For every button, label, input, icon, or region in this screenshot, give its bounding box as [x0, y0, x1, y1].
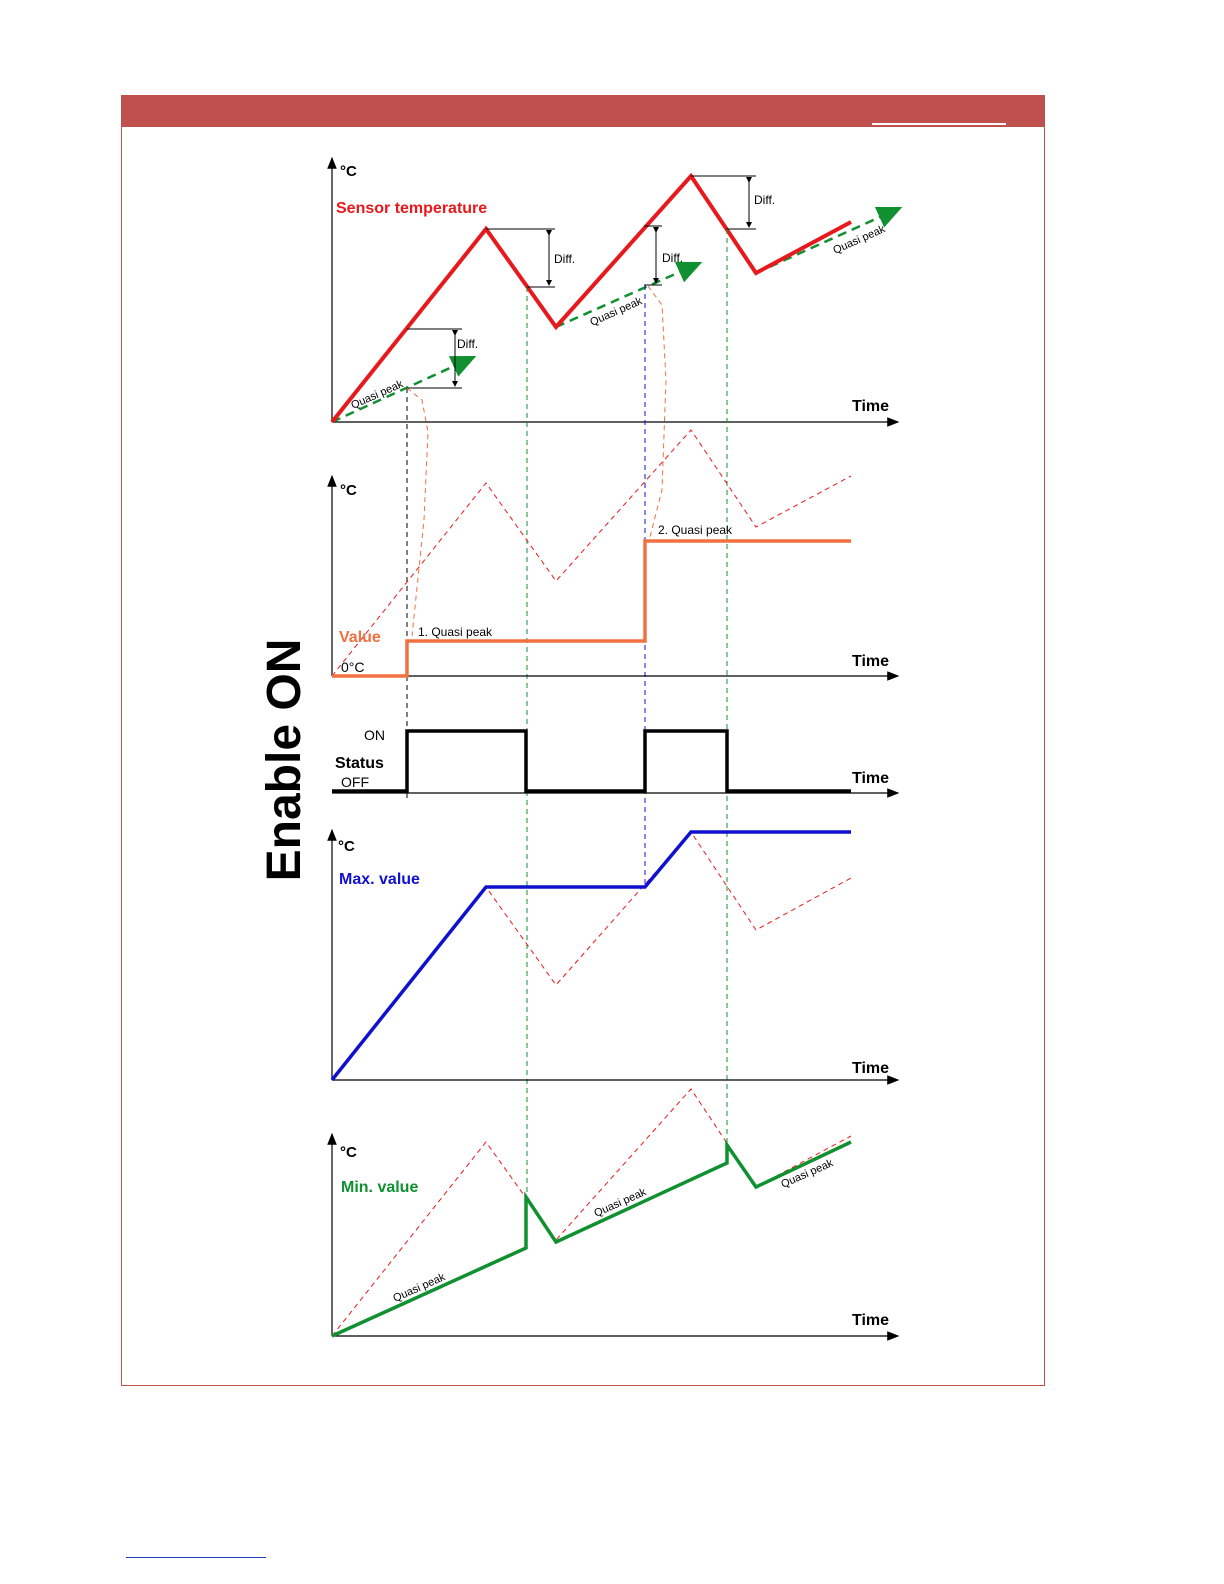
value-reference-dashed: [331, 429, 852, 677]
header-bar: [122, 96, 1044, 127]
status-on-label: ON: [364, 727, 385, 743]
footer-line: [126, 1557, 266, 1558]
min-x-label: Time: [852, 1312, 889, 1329]
sensor-x-label: Time: [852, 398, 889, 415]
panel-sensor: °C Time Sensor temperature Diff. Diff. D…: [327, 156, 903, 427]
status-off-label: OFF: [341, 774, 369, 790]
status-line: [332, 729, 851, 793]
max-series-label: Max. value: [339, 871, 420, 888]
sensor-temperature-line: [330, 172, 852, 424]
status-x-label: Time: [852, 770, 889, 787]
max-reference-dashed: [331, 831, 852, 1081]
value-annotation-2: 2. Quasi peak: [658, 523, 733, 537]
diff-bracket-2: [486, 228, 555, 288]
guide-orange-1: [406, 387, 429, 637]
min-value-line: [331, 1139, 852, 1338]
value-series-label: Value: [339, 629, 381, 646]
guide-orange-2: [647, 285, 667, 538]
panel-status: ON Status OFF Time: [332, 727, 900, 798]
value-y-unit: °C: [340, 482, 357, 499]
diff-label-2: Diff.: [554, 252, 575, 266]
value-line: [332, 539, 851, 678]
value-annotation-1: 1. Quasi peak: [418, 625, 493, 639]
panel-max: °C Time Max. value: [327, 828, 900, 1085]
diff-label-4: Diff.: [754, 193, 775, 207]
max-value-line: [330, 830, 851, 1082]
value-x-label: Time: [852, 653, 889, 670]
diff-label-1: Diff.: [457, 337, 478, 351]
sensor-quasi-peak-arrow-1: [331, 355, 477, 424]
panel-min: °C Time Min. value Quasi peak Quasi peak…: [327, 1088, 900, 1341]
sensor-series-label: Sensor temperature: [336, 200, 487, 217]
diff-bracket-1: [407, 328, 462, 389]
max-y-unit: °C: [338, 838, 355, 855]
diff-bracket-4: [691, 175, 756, 230]
min-series-label: Min. value: [341, 1179, 418, 1196]
side-title: Enable ON: [258, 639, 311, 882]
max-x-label: Time: [852, 1060, 889, 1077]
sensor-quasi-peak-label-1: Quasi peak: [349, 378, 405, 412]
sensor-y-unit: °C: [340, 163, 357, 180]
panel-value: °C Time Value 0°C 1. Quasi peak 2. Quasi…: [327, 429, 900, 681]
sensor-quasi-peak-arrow-2: [555, 261, 703, 329]
status-series-label: Status: [335, 755, 384, 772]
diff-bracket-3: [644, 225, 662, 286]
header-underline: [872, 123, 1006, 125]
value-zero-label: 0°C: [341, 659, 365, 675]
figure-frame: [121, 95, 1045, 1386]
min-y-unit: °C: [340, 1144, 357, 1161]
diff-label-3: Diff.: [662, 251, 683, 265]
sensor-quasi-peak-arrow-3: [755, 206, 903, 275]
